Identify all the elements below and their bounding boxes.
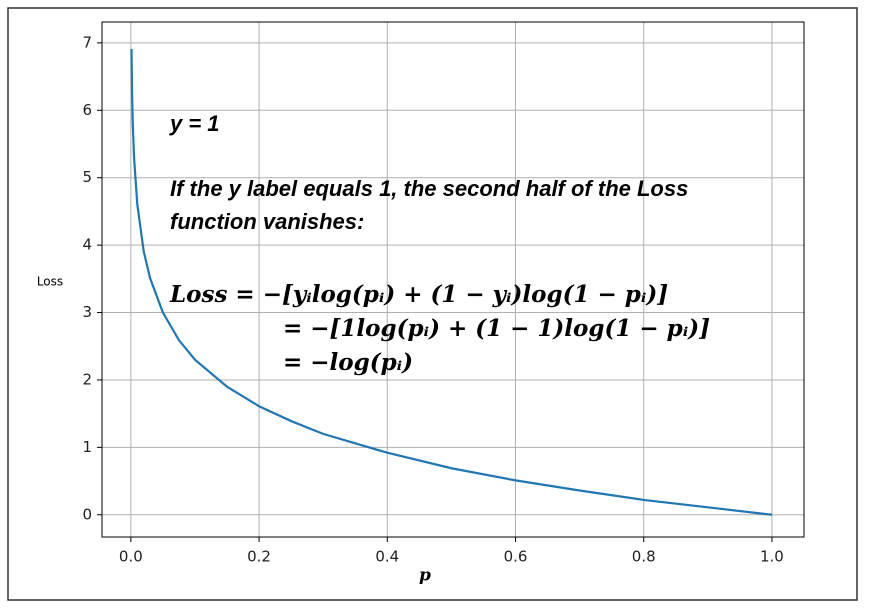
y-tick-label: 5 (82, 168, 92, 186)
y-tick-label: 1 (82, 438, 92, 456)
x-tick-label: 1.0 (760, 548, 784, 566)
y-tick-label: 0 (82, 505, 92, 523)
y-tick-label: 4 (82, 236, 92, 254)
y-tick-label: 6 (82, 101, 92, 119)
x-tick-label: 0.6 (504, 548, 528, 566)
outer-border (7, 7, 858, 601)
annotation: = −[1log(pᵢ) + (1 − 1)log(1 − pᵢ)] (283, 315, 710, 342)
y-tick-label: 3 (82, 303, 92, 321)
plot-frame (101, 21, 805, 538)
annotation: y = 1 (169, 111, 220, 136)
x-tick-label: 0.8 (632, 548, 656, 566)
annotation: Loss = −[yᵢlog(pᵢ) + (1 − yᵢ)log(1 − pᵢ)… (169, 281, 668, 308)
y-axis-label: Loss (37, 275, 63, 289)
x-tick-label: 0.0 (119, 548, 143, 566)
loss-curve (130, 48, 773, 516)
annotation: function vanishes: (170, 209, 364, 234)
x-tick-label: 0.4 (375, 548, 399, 566)
y-tick-label: 7 (82, 33, 92, 51)
y-tick-label: 2 (82, 370, 92, 388)
annotation: If the y label equals 1, the second half… (170, 176, 688, 201)
x-tick-label: 0.2 (247, 548, 271, 566)
x-axis-label: p (419, 566, 431, 586)
annotation: = −log(pᵢ) (283, 349, 413, 376)
